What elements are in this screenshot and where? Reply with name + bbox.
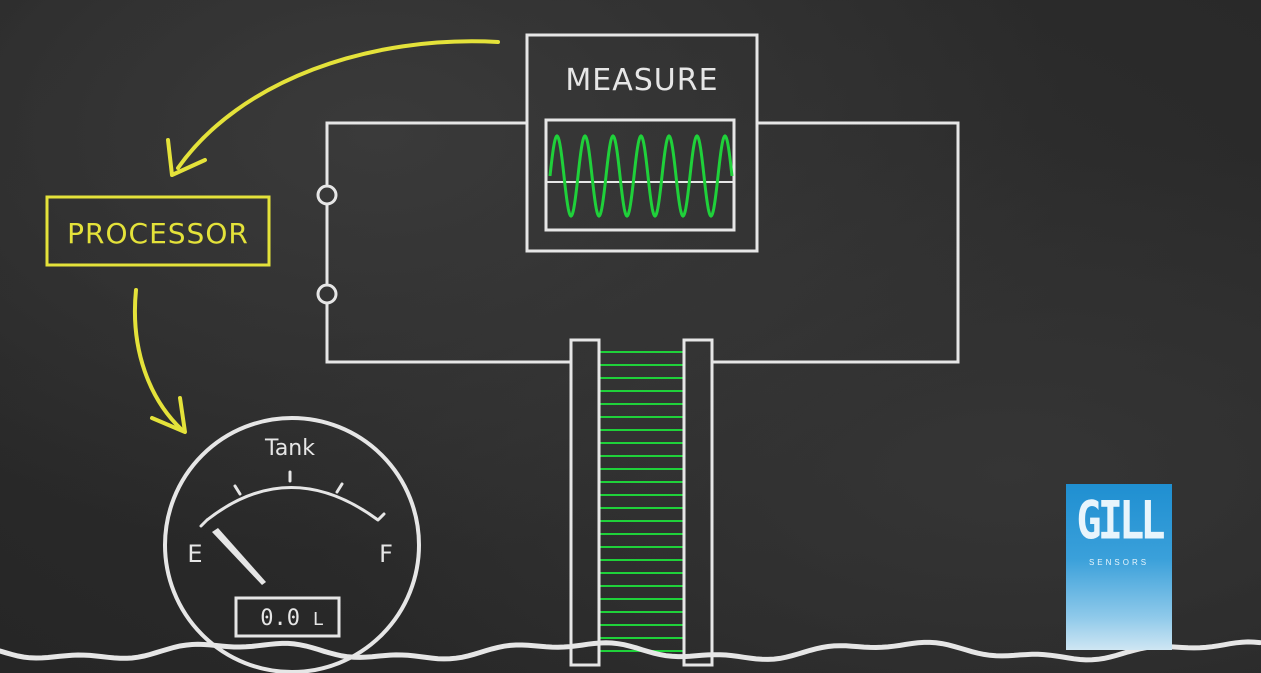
gauge-full-label: F — [379, 540, 393, 568]
arrow-processor-to-gauge — [133, 288, 187, 434]
capacitive-probe — [569, 338, 714, 667]
probe-right-plate — [682, 338, 714, 667]
logo-brand: GILL — [1076, 489, 1165, 552]
gauge-empty-label: E — [187, 540, 202, 568]
gauge-title: Tank — [264, 436, 315, 461]
logo-subtitle: SENSORS — [1088, 558, 1150, 567]
gill-sensors-logo: GILL SENSORS — [1066, 484, 1172, 650]
gauge-needle — [212, 528, 266, 585]
terminal-bottom — [316, 283, 338, 305]
measure-label: MEASURE — [565, 63, 718, 98]
liquid-surface-wave — [0, 639, 1261, 663]
oscilloscope-screen — [544, 118, 736, 232]
probe-fluid-lines — [600, 351, 683, 652]
gauge-ticks — [199, 470, 386, 528]
circuit-wires — [325, 121, 960, 364]
processor-label: PROCESSOR — [67, 217, 249, 250]
gauge-readout-unit: L — [313, 609, 323, 630]
terminal-top — [316, 184, 338, 206]
gauge-arc — [206, 486, 379, 522]
arrow-measure-to-processor — [166, 39, 500, 177]
processor-box: PROCESSOR — [45, 195, 271, 267]
gauge-readout-value: 0.0 — [260, 606, 300, 631]
right-wire — [710, 121, 960, 364]
measure-box: MEASURE — [525, 33, 759, 253]
left-wire — [325, 121, 572, 364]
probe-left-plate — [569, 338, 601, 667]
signal-wave — [548, 134, 734, 218]
tank-gauge: Tank E F 0.0 L — [163, 416, 421, 673]
gauge-readout-box — [234, 596, 341, 638]
